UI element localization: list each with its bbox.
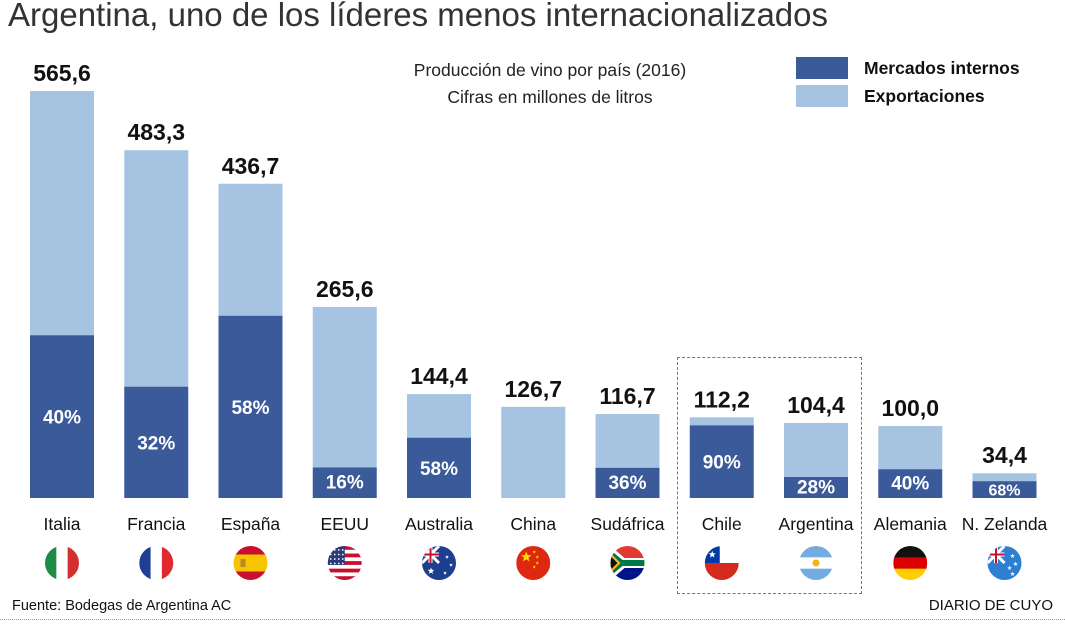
total-label-espa-a: 436,7: [222, 153, 280, 179]
category-label-italia: Italia: [44, 514, 81, 534]
total-label-eeuu: 265,6: [316, 276, 374, 302]
category-label-china: China: [510, 514, 556, 534]
usa-flag-icon: [327, 546, 362, 580]
legend-label-domestic: Mercados internos: [864, 58, 1020, 78]
percent-label-sud-frica: 36%: [608, 473, 646, 494]
percent-label-eeuu: 16%: [326, 473, 364, 494]
bar-exports-eeuu: [312, 306, 377, 468]
publisher-brand: DIARIO DE CUYO: [928, 597, 1053, 614]
total-label-sud-frica: 116,7: [599, 383, 655, 409]
total-label-italia: 565,6: [33, 60, 91, 86]
chart-subtitle: Cifras en millones de litros: [447, 87, 653, 107]
bar-domestic-italia: [30, 335, 94, 498]
spain-flag-icon: [233, 546, 268, 580]
category-label-n-zelanda: N. Zelanda: [962, 514, 1048, 534]
bar-domestic-sud-frica: [595, 467, 660, 498]
bar-exports-sud-frica: [595, 414, 660, 468]
france-flag-icon: [139, 546, 174, 580]
chart-headline: Argentina, uno de los líderes menos inte…: [8, 0, 829, 33]
bar-domestic-n-zelanda: [972, 481, 1037, 498]
percent-label-italia: 40%: [43, 408, 81, 429]
category-label-alemania: Alemania: [874, 514, 947, 534]
italy-flag-icon: [45, 546, 79, 580]
percent-label-espa-a: 58%: [231, 398, 269, 419]
total-label-francia: 483,3: [127, 119, 185, 145]
bar-exports-alemania: [878, 426, 943, 470]
category-label-argentina: Argentina: [779, 514, 854, 534]
australia-flag-icon: [422, 546, 456, 580]
bar-exports-espa-a: [218, 183, 283, 316]
bar-exports-italia: [30, 91, 94, 336]
total-label-chile: 112,2: [694, 386, 750, 412]
bar-exports-argentina: [784, 422, 848, 477]
total-label-australia: 144,4: [410, 363, 468, 389]
germany-flag-icon: [893, 546, 928, 580]
percent-label-alemania: 40%: [891, 474, 929, 495]
bar-domestic-eeuu: [312, 467, 377, 498]
percent-label-argentina: 28%: [797, 477, 835, 498]
bar-domestic-alemania: [878, 469, 943, 498]
footer-divider: [0, 619, 1065, 620]
south-africa-flag-icon: [610, 546, 645, 580]
total-label-alemania: 100,0: [881, 395, 939, 421]
bar-domestic-espa-a: [218, 315, 283, 498]
category-label-espa-a: España: [221, 514, 281, 534]
china-flag-icon: [516, 546, 551, 580]
source-note: Fuente: Bodegas de Argentina AC: [12, 598, 232, 614]
category-label-eeuu: EEUU: [320, 514, 369, 534]
bar-domestic-argentina: [784, 476, 848, 498]
category-label-australia: Australia: [405, 514, 473, 534]
chart-title: Producción de vino por país (2016): [413, 60, 687, 80]
percent-label-chile: 90%: [703, 453, 741, 474]
percent-label-australia: 58%: [420, 459, 458, 480]
chile-flag-icon: [704, 546, 739, 580]
chile-argentina-highlight-box: [677, 357, 862, 594]
legend-label-exports: Exportaciones: [864, 86, 985, 106]
percent-label-n-zelanda: 68%: [988, 483, 1020, 500]
percent-label-francia: 32%: [137, 433, 175, 454]
bar-exports-china: [501, 406, 566, 498]
bar-exports-australia: [407, 394, 471, 438]
new-zealand-flag-icon: [987, 546, 1022, 580]
category-label-chile: Chile: [702, 514, 742, 534]
category-label-sud-frica: Sudáfrica: [591, 514, 665, 534]
argentina-flag-icon: [799, 546, 833, 580]
bar-domestic-francia: [124, 386, 189, 498]
total-label-n-zelanda: 34,4: [982, 442, 1027, 468]
bar-domestic-chile: [689, 425, 754, 498]
total-label-china: 126,7: [504, 376, 562, 402]
total-label-argentina: 104,4: [787, 392, 845, 418]
bar-exports-francia: [124, 150, 189, 387]
bar-domestic-australia: [407, 437, 471, 498]
bar-exports-n-zelanda: [972, 473, 1037, 482]
bar-exports-chile: [689, 417, 754, 426]
legend-swatch-exports: [796, 85, 848, 107]
legend-swatch-domestic: [796, 57, 848, 79]
category-label-francia: Francia: [127, 514, 186, 534]
